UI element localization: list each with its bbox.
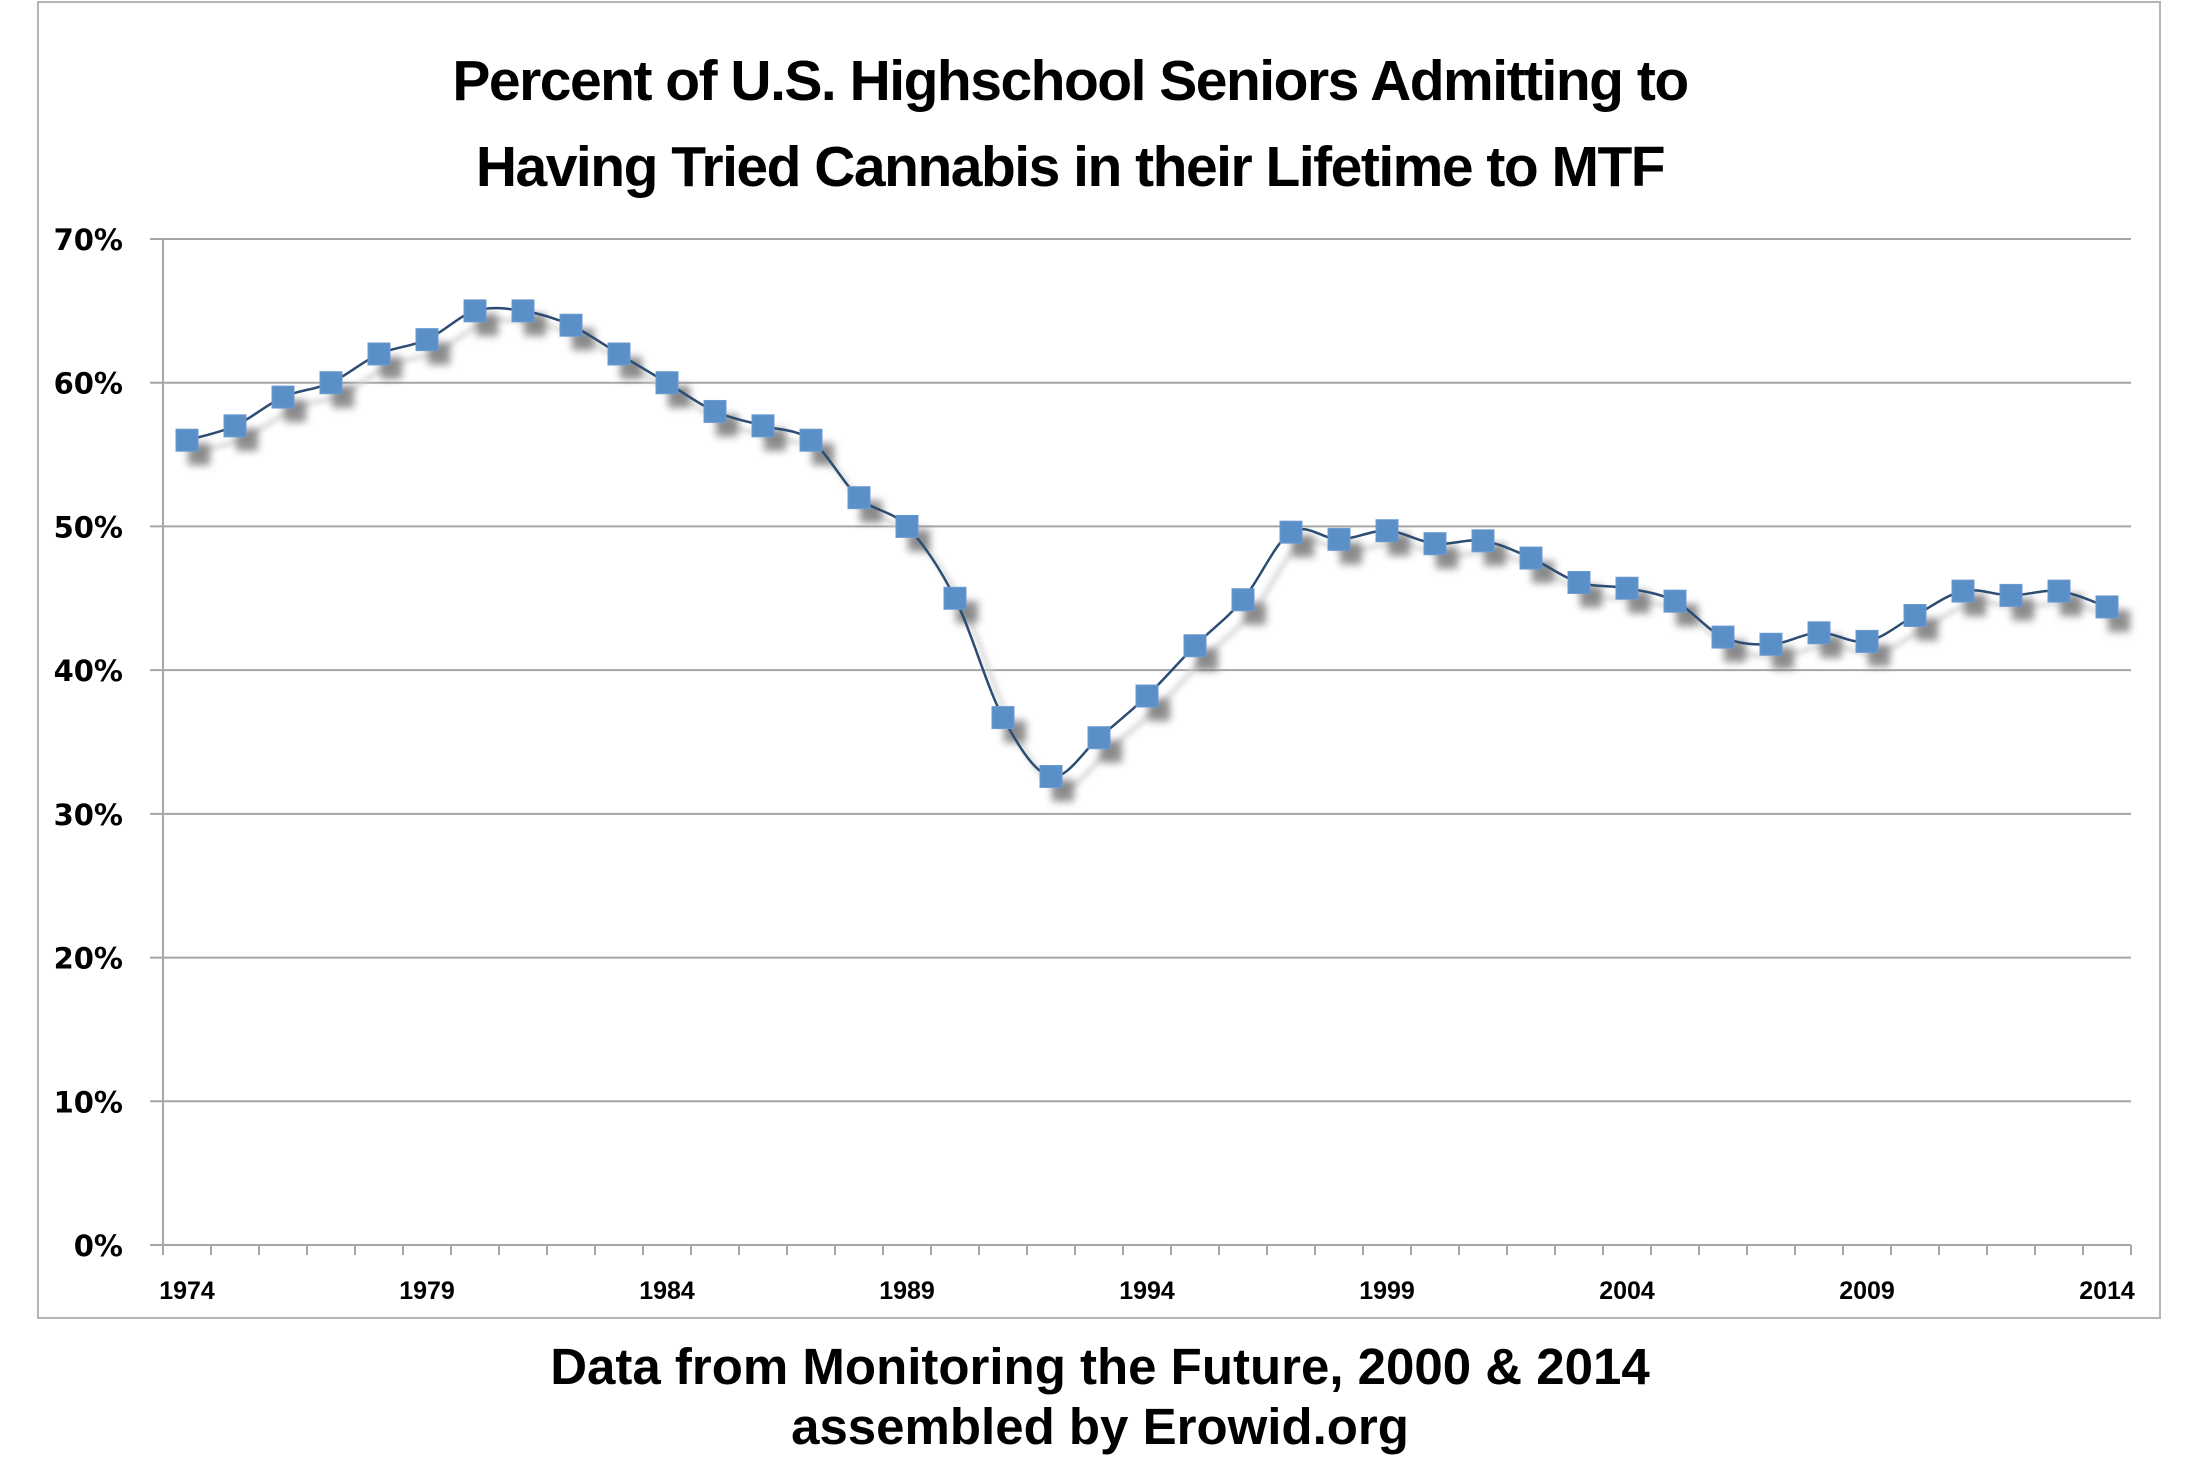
chart-frame xyxy=(37,1,2161,1319)
data-point-marker: 1997: 49.6% xyxy=(1279,520,1303,544)
data-point-marker: 2005: 44.8% xyxy=(1663,589,1687,613)
data-point-marker: 2004: 45.7% xyxy=(1615,576,1639,600)
data-point-marker: 2011: 45.5% xyxy=(1951,579,1975,603)
data-point-marker: 1985: 58% xyxy=(703,399,727,423)
series-shadow xyxy=(188,313,2130,802)
y-tick-label: 10% xyxy=(54,1085,123,1119)
x-axis-tick-labels: 1974 1979 1984 1989 1994 1999 2004 2009 2014 xyxy=(159,1277,2135,1305)
data-point-marker: 1986: 57% xyxy=(751,414,775,438)
data-point-marker: 1998: 49.1% xyxy=(1327,527,1351,551)
data-point-marker: 2002: 47.8% xyxy=(1519,546,1543,570)
data-point-marker: 1992: 32.6% xyxy=(1039,764,1063,788)
data-point-marker: 1974: 56% xyxy=(175,428,199,452)
data-point-marker: 2008: 42.6% xyxy=(1807,621,1831,645)
series-markers: 1974: 56% 1975: 57% 1976: 59% 1977: 60% 1978… xyxy=(175,299,2119,788)
data-point-marker: 1987: 56% xyxy=(799,428,823,452)
data-point-marker: 2007: 41.8% xyxy=(1759,632,1783,656)
data-point-marker: 2013: 45.5% xyxy=(2047,579,2071,603)
data-point-marker: 2014: 44.4% xyxy=(2095,595,2119,619)
data-point-marker: 1990: 45% xyxy=(943,586,967,610)
chart-source-note: Data from Monitoring the Future, 2000 & … xyxy=(0,1337,2200,1457)
data-point-marker: 2012: 45.2% xyxy=(1999,583,2023,607)
chart-title-line-2: Having Tried Cannabis in their Lifetime … xyxy=(475,135,1666,199)
data-point-marker: 1991: 36.7% xyxy=(991,706,1015,730)
y-tick-label: 0% xyxy=(74,1229,123,1263)
data-point-marker: 1999: 49.7% xyxy=(1375,519,1399,543)
data-point-marker: 1977: 60% xyxy=(319,371,343,395)
data-point-marker: 2009: 42% xyxy=(1855,629,1879,653)
y-axis-tick-labels: 0% 10% 20% 30% 40% 50% 60% 70% xyxy=(54,223,123,1263)
x-tick-label: 1994 xyxy=(1119,1277,1175,1305)
y-tick-label: 70% xyxy=(54,223,123,257)
data-point-marker: 1995: 41.7% xyxy=(1183,634,1207,658)
gridlines xyxy=(150,238,2131,1246)
data-point-marker: 1994: 38.2% xyxy=(1135,684,1159,708)
x-tick-label: 1974 xyxy=(159,1277,215,1305)
data-point-marker: 1978: 62% xyxy=(367,342,391,366)
y-tick-label: 20% xyxy=(54,942,123,976)
data-point-marker: 2010: 43.8% xyxy=(1903,604,1927,628)
data-point-marker: 1982: 64% xyxy=(559,313,583,337)
data-point-marker: 1983: 62% xyxy=(607,342,631,366)
x-tick-label: 2009 xyxy=(1839,1277,1895,1305)
chart-title-line-1: Percent of U.S. Highschool Seniors Admit… xyxy=(452,49,1689,113)
data-point-marker: 1989: 50% xyxy=(895,514,919,538)
data-point-marker: 1980: 65% xyxy=(463,299,487,323)
x-tick-label: 1979 xyxy=(399,1277,455,1305)
data-point-marker: 1988: 52% xyxy=(847,486,871,510)
x-tick-label: 2014 xyxy=(2079,1277,2135,1305)
data-point-marker: 1976: 59% xyxy=(271,385,295,409)
source-line-1: Data from Monitoring the Future, 2000 & … xyxy=(550,1338,1650,1395)
data-point-marker: 2003: 46.1% xyxy=(1567,570,1591,594)
y-tick-label: 50% xyxy=(54,510,123,544)
data-point-marker: 1984: 60% xyxy=(655,371,679,395)
data-point-marker: 2001: 49% xyxy=(1471,529,1495,553)
source-line-2: assembled by Erowid.org xyxy=(791,1398,1409,1455)
data-point-marker: 1996: 44.9% xyxy=(1231,588,1255,612)
data-point-marker: 1975: 57% xyxy=(223,414,247,438)
x-tick-label: 1984 xyxy=(639,1277,695,1305)
data-point-marker: 1993: 35.3% xyxy=(1087,726,1111,750)
x-tick-label: 2004 xyxy=(1599,1277,1655,1305)
data-point-marker: 2006: 42.3% xyxy=(1711,625,1735,649)
data-point-marker: 1979: 63% xyxy=(415,328,439,352)
y-tick-label: 40% xyxy=(54,654,123,688)
y-tick-label: 30% xyxy=(54,798,123,832)
y-tick-label: 60% xyxy=(54,367,123,401)
data-point-marker: 1981: 65% xyxy=(511,299,535,323)
data-point-marker: 2000: 48.8% xyxy=(1423,532,1447,556)
x-tick-label: 1999 xyxy=(1359,1277,1415,1305)
axes xyxy=(150,239,2132,1255)
chart-title: Percent of U.S. Highschool Seniors Admit… xyxy=(0,38,2140,210)
x-tick-label: 1989 xyxy=(879,1277,935,1305)
